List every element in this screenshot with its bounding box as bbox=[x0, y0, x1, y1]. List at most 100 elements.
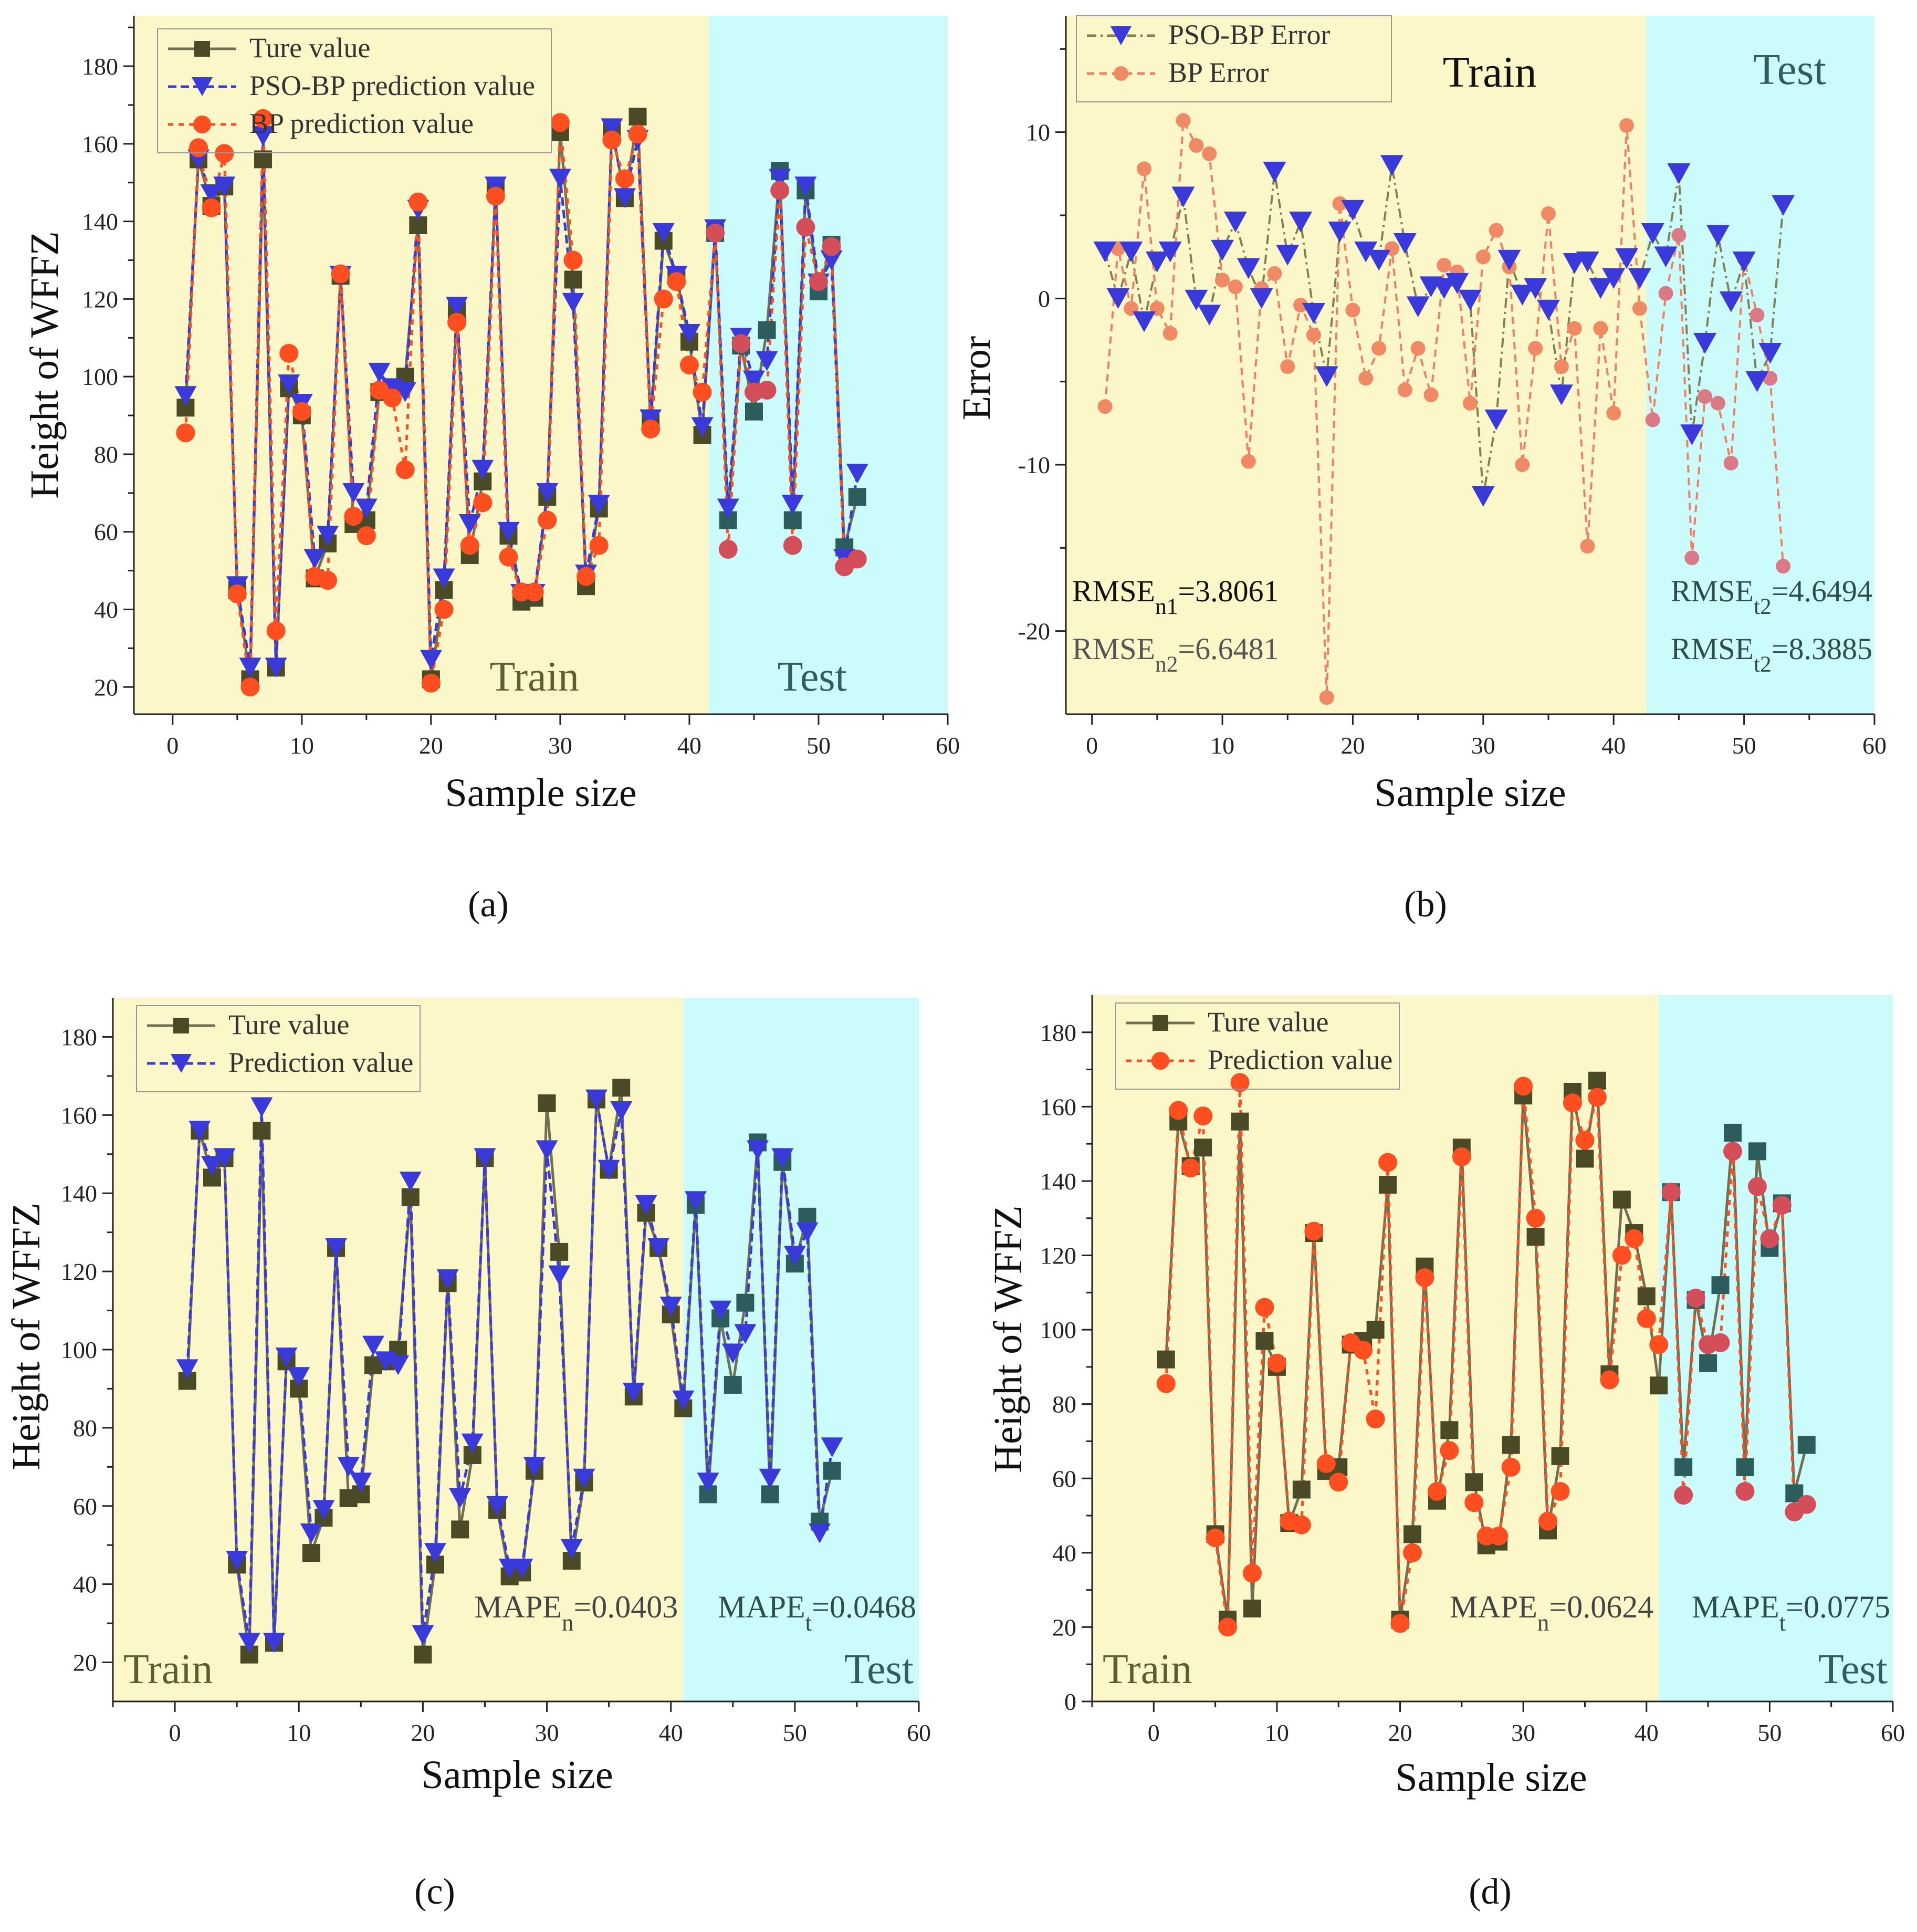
panel-caption: (d) bbox=[1469, 1872, 1512, 1912]
bp-prediction-point bbox=[1415, 1268, 1434, 1287]
pso-error-point bbox=[1289, 211, 1313, 233]
pso-prediction-point bbox=[549, 169, 571, 189]
pso-prediction-point bbox=[659, 1297, 682, 1317]
bp-prediction-point bbox=[395, 460, 415, 479]
pso-prediction-point bbox=[691, 417, 714, 437]
true-value-point bbox=[1403, 1525, 1421, 1543]
y-tick-label: 40 bbox=[1052, 1540, 1076, 1567]
y-tick-label: 120 bbox=[1040, 1242, 1076, 1269]
legend-label: BP prediction value bbox=[249, 108, 474, 139]
pso-error-point bbox=[1171, 186, 1195, 207]
test-label: Test bbox=[1818, 1646, 1888, 1693]
legend-label: PSO-BP Error bbox=[1168, 19, 1331, 50]
pso-prediction-point bbox=[472, 459, 494, 480]
bp-prediction-point bbox=[1427, 1482, 1447, 1501]
bp-prediction-point bbox=[1304, 1221, 1324, 1241]
train-label: Train bbox=[123, 1646, 213, 1693]
pso-prediction-point bbox=[497, 521, 520, 542]
x-tick-label: 60 bbox=[936, 732, 960, 759]
true-value-point bbox=[1588, 1071, 1606, 1090]
bp-prediction-point bbox=[1625, 1229, 1644, 1248]
bp-prediction-point bbox=[421, 673, 441, 693]
bp-error-point bbox=[1658, 286, 1673, 301]
true-value-point bbox=[848, 488, 866, 506]
pso-prediction-point bbox=[337, 1457, 360, 1477]
bp-prediction-point bbox=[1292, 1515, 1311, 1534]
bp-prediction-point bbox=[1464, 1493, 1484, 1512]
bp-prediction-point bbox=[447, 312, 467, 332]
y-tick-label: 10 bbox=[1026, 119, 1050, 146]
true-value-point bbox=[1231, 1112, 1249, 1131]
pso-error-point bbox=[1393, 233, 1417, 254]
bp-error-point bbox=[1515, 457, 1530, 472]
pso-error-point bbox=[1576, 251, 1599, 273]
true-value-point bbox=[1194, 1139, 1212, 1157]
pso-prediction-point bbox=[846, 463, 868, 484]
true-value-point bbox=[745, 402, 763, 421]
x-tick-label: 10 bbox=[1210, 732, 1234, 759]
bp-error-point bbox=[1176, 113, 1191, 128]
y-tick-label: 60 bbox=[1052, 1465, 1076, 1492]
bp-error-point bbox=[1241, 454, 1256, 469]
bp-prediction-point bbox=[1169, 1101, 1188, 1120]
x-tick-label: 0 bbox=[166, 732, 179, 759]
train-region bbox=[1066, 16, 1647, 714]
bp-prediction-point bbox=[1452, 1147, 1471, 1166]
bp-prediction-point bbox=[176, 423, 195, 443]
bp-error-point bbox=[1593, 321, 1608, 336]
true-value-point bbox=[628, 108, 647, 126]
bp-prediction-point bbox=[1230, 1073, 1250, 1092]
legend-marker bbox=[1153, 1015, 1168, 1031]
pso-prediction-point bbox=[821, 1437, 843, 1458]
pso-prediction-point bbox=[809, 1523, 831, 1543]
bp-error-point bbox=[1345, 302, 1360, 318]
true-value-point bbox=[564, 270, 582, 289]
pso-error-point bbox=[1133, 311, 1156, 332]
true-value-point bbox=[1650, 1376, 1668, 1395]
bp-prediction-point bbox=[1206, 1528, 1225, 1548]
pso-prediction-point bbox=[265, 657, 287, 678]
y-tick-label: 80 bbox=[73, 1415, 97, 1442]
bp-prediction-point bbox=[577, 567, 596, 586]
bp-prediction-point bbox=[563, 250, 583, 270]
true-value-point bbox=[736, 1293, 755, 1312]
bp-error-point bbox=[1528, 341, 1543, 356]
bp-error-point bbox=[1580, 539, 1595, 554]
pso-prediction-point bbox=[769, 169, 791, 189]
bp-prediction-point bbox=[1403, 1543, 1422, 1562]
x-tick-label: 50 bbox=[1732, 732, 1756, 759]
pso-prediction-point bbox=[263, 1633, 285, 1653]
bp-prediction-point bbox=[1637, 1309, 1656, 1328]
bp-prediction-point bbox=[538, 510, 557, 530]
bp-prediction-point bbox=[1686, 1288, 1705, 1308]
pso-prediction-point bbox=[640, 409, 662, 430]
true-value-point bbox=[1637, 1287, 1656, 1306]
bp-error-point bbox=[1267, 266, 1282, 281]
pso-error-point bbox=[1628, 268, 1651, 289]
y-tick-label: 100 bbox=[61, 1336, 97, 1363]
y-tick-label: -20 bbox=[1018, 618, 1050, 645]
pso-prediction-point bbox=[794, 176, 817, 197]
bp-error-point bbox=[1319, 690, 1334, 705]
x-tick-label: 30 bbox=[1511, 1719, 1535, 1746]
legend-label: Prediction value bbox=[228, 1047, 413, 1078]
pso-error-point bbox=[1524, 278, 1547, 299]
bp-prediction-point bbox=[1255, 1298, 1274, 1317]
pso-prediction-point bbox=[759, 1468, 781, 1489]
pso-prediction-point bbox=[622, 1382, 645, 1403]
legend-marker bbox=[1151, 1052, 1169, 1070]
legend-marker bbox=[192, 77, 213, 96]
train-label: Train bbox=[1103, 1646, 1192, 1693]
bp-prediction-point bbox=[1316, 1454, 1336, 1473]
true-value-point bbox=[823, 1461, 841, 1480]
panel-d: 0 10 20 30 40 50 60 0 20 40 60 80 100 120 140 160 180 Sam… bbox=[986, 995, 1905, 1912]
pso-prediction-point bbox=[355, 498, 378, 519]
rmse-test-bp: RMSEt2=8.3885 bbox=[1671, 632, 1872, 677]
legend-marker bbox=[193, 116, 211, 133]
pso-prediction-point bbox=[412, 1625, 434, 1645]
pso-error-point bbox=[1328, 221, 1352, 243]
pso-error-point bbox=[1302, 303, 1325, 324]
true-value-point bbox=[302, 1544, 320, 1562]
true-value-point bbox=[612, 1079, 631, 1097]
bp-error-point bbox=[1293, 298, 1308, 312]
